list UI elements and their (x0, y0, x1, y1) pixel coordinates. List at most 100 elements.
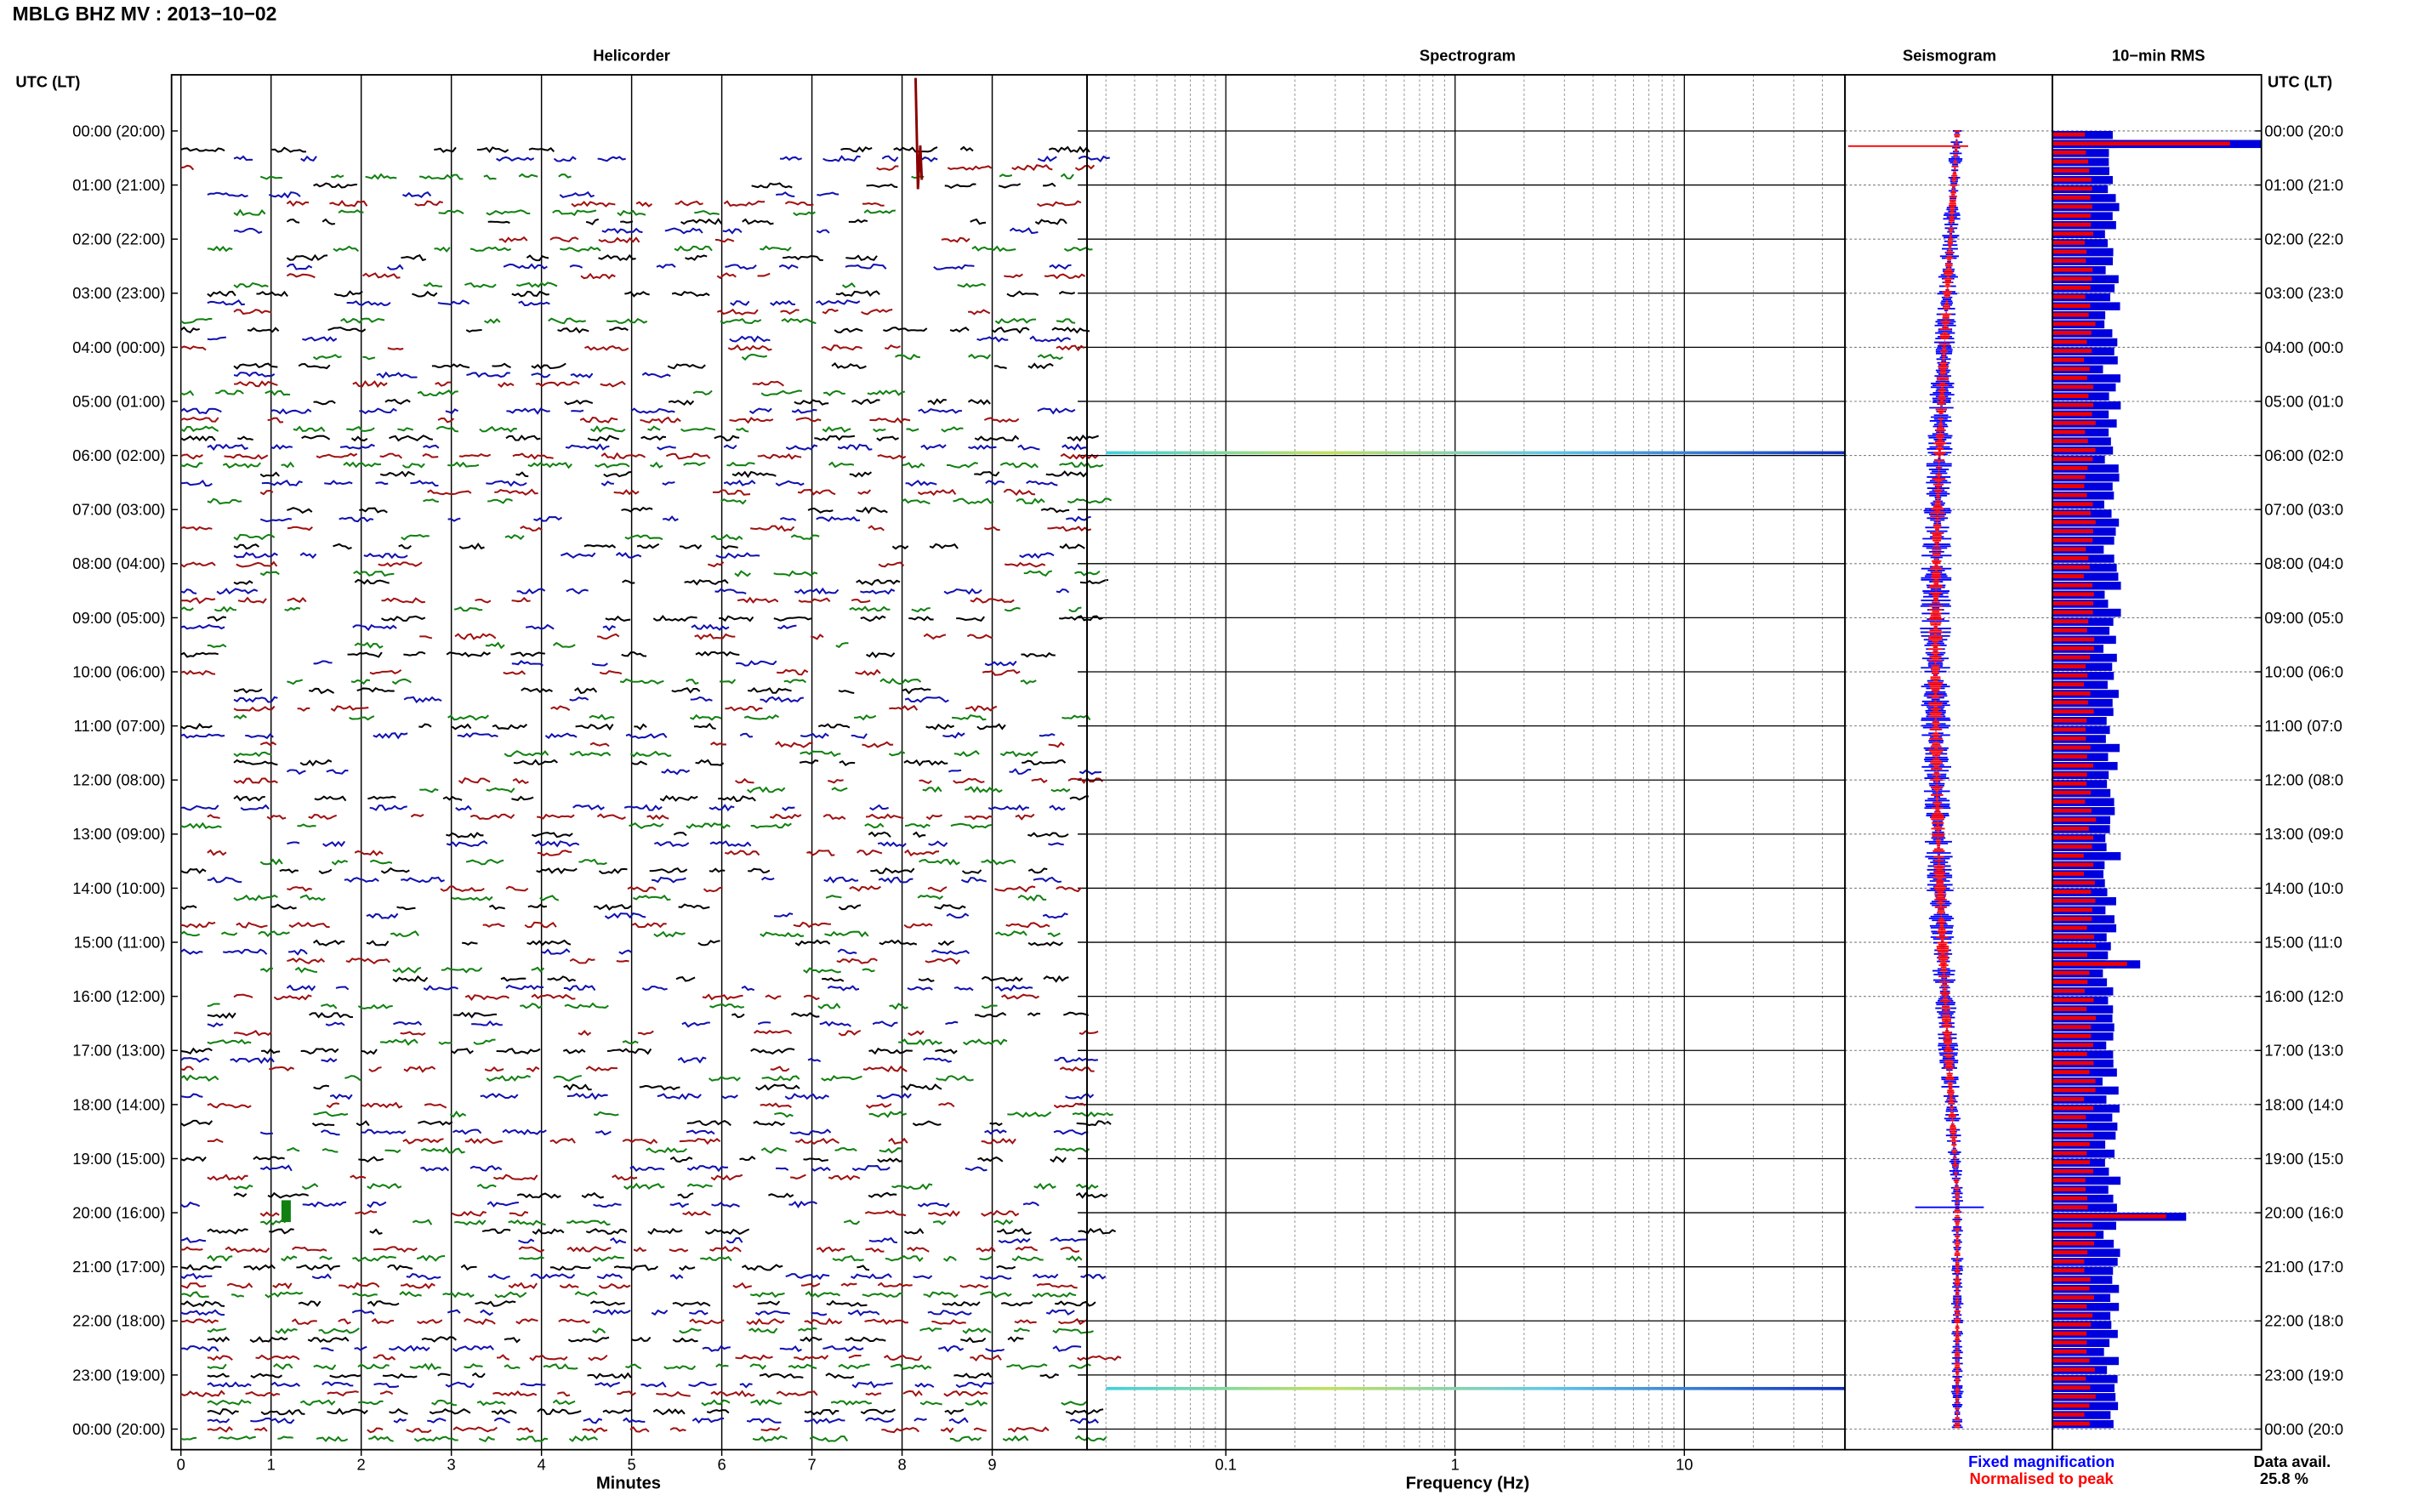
time-label-left: 07:00 (03:00) (72, 501, 165, 519)
rms-bar-normalised (2052, 935, 2095, 940)
rms-bar-normalised (2052, 754, 2087, 759)
time-label-right: 19:00 (15:0 (2264, 1150, 2343, 1168)
time-label-right: 00:00 (20:0 (2264, 1420, 2343, 1438)
rms-bar-normalised (2052, 1052, 2087, 1056)
rms-bar-normalised (2052, 1097, 2085, 1101)
rms-bar-normalised (2052, 664, 2086, 669)
rms-bar-normalised (2052, 1295, 2094, 1300)
rms-bar-normalised (2052, 943, 2097, 948)
time-label-right: 07:00 (03:0 (2264, 501, 2343, 519)
helicorder-trace (286, 272, 1086, 280)
rms-bar-normalised (2052, 249, 2087, 254)
time-label-right: 22:00 (18:0 (2264, 1312, 2343, 1330)
helicorder-trace (207, 1362, 1091, 1371)
time-label-right: 10:00 (06:0 (2264, 662, 2343, 680)
helicorder-trace (207, 1327, 1094, 1334)
helicorder-trace (180, 1272, 1107, 1281)
helicorder-trace (180, 560, 1046, 568)
helicorder-x-tick-label: 0 (177, 1456, 185, 1474)
time-label-left: 12:00 (08:00) (72, 771, 165, 789)
helicorder-trace (180, 434, 1099, 442)
helicorder-trace (233, 227, 1039, 235)
helicorder-trace (419, 633, 993, 640)
helicorder-trace (233, 578, 1109, 586)
rms-bar-normalised (2052, 925, 2087, 930)
rms-bar-normalised (2052, 907, 2092, 912)
legend-normalised-to-peak: Normalised to peak (1970, 1469, 2114, 1487)
rms-bar-normalised (2052, 646, 2094, 651)
time-axis-header-left: UTC (LT) (15, 73, 80, 91)
rms-bar-normalised (2052, 835, 2093, 840)
rms-bar-normalised (2052, 1160, 2090, 1165)
helicorder-event-spike (914, 77, 924, 190)
rms-bar-normalised (2052, 547, 2086, 552)
helicorder-trace (180, 867, 1048, 875)
rms-bar-normalised (2052, 1403, 2090, 1408)
helicorder-trace (207, 299, 861, 307)
time-label-right: 21:00 (17:0 (2264, 1258, 2343, 1276)
rms-bar-normalised (2052, 484, 2085, 489)
rms-bar-fixed (2052, 1258, 2118, 1266)
helicorder-trace (233, 533, 820, 541)
helicorder-trace (366, 912, 1068, 920)
spectrogram-title: Spectrogram (1420, 46, 1516, 64)
rms-bar-normalised (2052, 772, 2087, 777)
helicorder-trace (180, 1047, 958, 1055)
helicorder-trace (180, 1309, 1075, 1316)
helicorder-trace (287, 1146, 1090, 1154)
rms-bar-normalised (2052, 286, 2091, 290)
rms-bar-normalised (2052, 872, 2084, 876)
helicorder-trace (207, 497, 1113, 505)
helicorder-trace (180, 1074, 974, 1082)
panel-frame (1086, 74, 1847, 1451)
helicorder-trace (313, 1110, 1113, 1118)
helicorder-trace (207, 813, 1035, 821)
rms-bar-normalised (2052, 1340, 2087, 1345)
time-label-right: 08:00 (04:0 (2264, 554, 2343, 572)
rms-bar-normalised (2052, 1385, 2091, 1390)
helicorder-trace (180, 344, 1085, 352)
time-label-right: 17:00 (13:0 (2264, 1042, 2343, 1060)
helicorder-trace (207, 1174, 861, 1181)
helicorder-x-tick-label: 6 (717, 1456, 726, 1474)
rms-bar-normalised (2052, 952, 2087, 958)
helicorder-trace (180, 1435, 1107, 1443)
rms-bar-normalised (2052, 1394, 2096, 1399)
rms-bar-normalised (2052, 808, 2092, 813)
helicorder-trace (259, 1164, 988, 1173)
rms-bar-normalised (2052, 673, 2088, 678)
helicorder-trace (180, 525, 1092, 532)
rms-peak-bar-normalised (2052, 962, 2127, 966)
rms-bar-normalised (2052, 1078, 2096, 1083)
helicorder-trace (180, 605, 1082, 613)
helicorder-x-tick-label: 3 (447, 1456, 456, 1474)
helicorder-trace (207, 1407, 1104, 1416)
helicorder-x-tick-label: 7 (807, 1456, 816, 1474)
helicorder-trace (180, 1056, 1099, 1065)
time-label-right: 09:00 (05:0 (2264, 609, 2343, 627)
time-label-left: 03:00 (23:00) (72, 284, 165, 302)
helicorder-trace (498, 236, 970, 244)
rms-bar-normalised (2052, 628, 2087, 633)
time-label-left: 18:00 (14:00) (72, 1095, 165, 1113)
helicorder-trace (207, 290, 1076, 298)
rms-bar-normalised (2052, 186, 2092, 191)
rms-bar-normalised (2052, 1070, 2090, 1075)
rms-bar-normalised (2052, 259, 2086, 263)
time-label-left: 23:00 (19:00) (72, 1366, 165, 1384)
helicorder-trace (207, 1399, 1087, 1407)
helicorder-trace (180, 1282, 1078, 1290)
helicorder-x-tick-label: 1 (267, 1456, 276, 1474)
figure-title: MBLG BHZ MV : 2013−10−02 (13, 3, 277, 25)
helicorder-trace (207, 641, 849, 650)
helicorder-trace (233, 379, 784, 389)
rms-bar-normalised (2052, 1142, 2090, 1146)
helicorder-trace (180, 930, 1061, 938)
rms-bar-normalised (2052, 492, 2087, 497)
helicorder-trace (180, 623, 797, 632)
rms-bar-normalised (2052, 196, 2091, 200)
rms-bar-normalised (2052, 1196, 2087, 1201)
helicorder-trace (233, 362, 1054, 370)
rms-bar-normalised (2052, 1268, 2085, 1273)
time-label-left: 00:00 (20:00) (72, 1420, 165, 1438)
